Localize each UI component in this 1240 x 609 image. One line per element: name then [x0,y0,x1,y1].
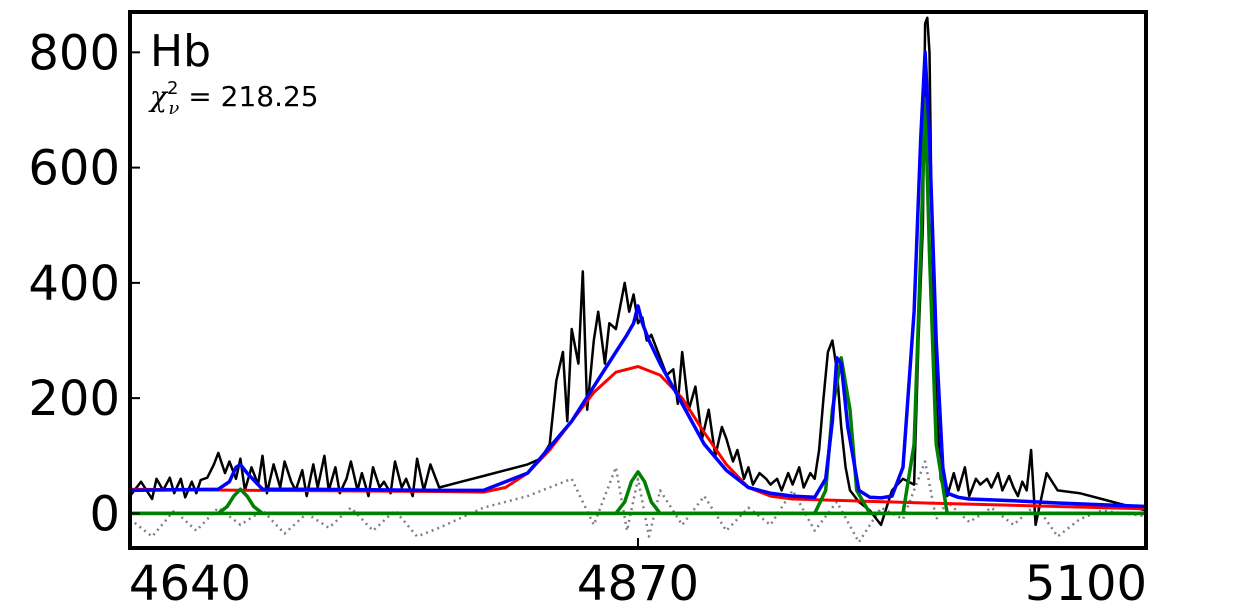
x-tick-label: 5100 [1025,556,1147,609]
y-tick-label: 600 [28,141,120,197]
series-line-residual [130,460,1146,544]
y-tick-label: 0 [89,486,120,542]
chi-equals: = [179,80,220,113]
y-tick-label: 800 [28,25,120,81]
chi-superscript: 2 [167,78,178,99]
panel-title: Hb [150,26,211,77]
tick-layer: 4640 4870 5100 0 200 400 600 800 [28,25,1147,609]
series-line-total-model [130,50,1146,509]
x-tick-label: 4870 [577,556,699,609]
series-layer [130,16,1146,544]
series-line-broad-component [130,365,1146,511]
x-tick-label: 4640 [129,556,251,609]
y-tick-label: 200 [28,371,120,427]
y-tick-label: 400 [28,256,120,312]
chi-subscript: ν [168,98,179,119]
chi-value: 218.25 [221,80,319,113]
chi-symbol: χ [148,80,169,113]
chi-square-annotation: χ2 ν = 218.25 [148,78,319,119]
